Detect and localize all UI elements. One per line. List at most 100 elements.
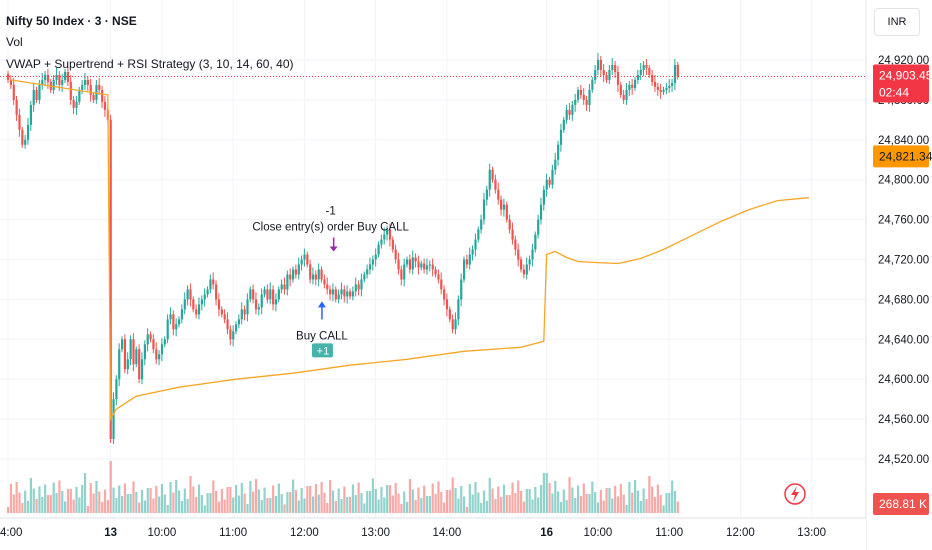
volume-bar: [9, 484, 13, 513]
candle-body: [292, 269, 295, 280]
volume-bar: [460, 486, 463, 513]
volume-bar: [109, 461, 112, 513]
volume-bar: [551, 493, 554, 513]
volume-bar: [548, 483, 551, 513]
candle-body: [35, 89, 38, 100]
volume-bar: [406, 502, 409, 513]
candle-body: [411, 257, 414, 270]
candle-body: [517, 249, 520, 260]
volume-bar: [44, 484, 47, 513]
volume-bar: [240, 483, 243, 513]
candle-body: [565, 109, 568, 120]
volume-bar: [140, 490, 144, 513]
volume-bar: [611, 498, 614, 513]
currency-button[interactable]: INR: [874, 8, 920, 36]
volume-bar: [482, 490, 486, 513]
buy-count-label: +1: [317, 345, 330, 357]
volume-bar: [497, 486, 500, 513]
candle-body: [192, 299, 195, 310]
last-price-label: 24,903.45: [879, 69, 932, 83]
volume-bar: [158, 496, 161, 513]
volume-bar: [15, 482, 18, 513]
volume-bar: [542, 473, 545, 513]
volume-bar: [186, 499, 189, 513]
vwap-series: [10, 79, 809, 422]
x-tick-label: 10:00: [148, 527, 177, 539]
volume-bar: [303, 498, 306, 513]
candle-body: [388, 229, 392, 240]
volume-badge: [873, 493, 929, 515]
volume-bar: [659, 495, 662, 513]
candle-body: [52, 79, 55, 90]
y-tick-label: 24,760.00: [878, 215, 929, 227]
x-tick-label: 13: [104, 527, 117, 539]
volume-bar: [314, 484, 317, 513]
candle-body: [588, 89, 591, 105]
volume-bar: [508, 495, 511, 513]
volume-bar: [448, 490, 451, 513]
volume-bar: [252, 491, 255, 513]
volume-bar: [557, 491, 560, 513]
y-tick-label: 24,680.00: [878, 294, 929, 306]
x-axis-ticks[interactable]: 14:00 13 10:00 11:00 12:00 13:00 14:00 16 10:00 1…: [0, 527, 826, 539]
y-tick-label: 24,920.00: [878, 55, 929, 67]
x-tick-label: 14:00: [433, 527, 462, 539]
volume-bar: [146, 488, 149, 513]
volume-bar: [619, 484, 622, 513]
candle-body: [520, 259, 523, 270]
candle-body: [280, 284, 283, 290]
volume-bar: [494, 499, 497, 513]
candle-body: [614, 64, 617, 72]
volume-bar: [286, 492, 289, 513]
legend-volume[interactable]: Vol: [6, 35, 23, 50]
volume-bar: [86, 506, 89, 513]
volume-bar: [129, 494, 132, 513]
volume-bar: [195, 497, 198, 513]
candle-body: [485, 189, 488, 200]
volume-bar: [64, 501, 67, 513]
candle-body: [92, 94, 95, 100]
candle-body: [505, 204, 508, 220]
candle-body: [522, 269, 526, 275]
legend-strategy[interactable]: VWAP + Supertrend + RSI Strategy (3, 10,…: [6, 57, 294, 72]
volume-bar: [209, 493, 212, 513]
volume-bar: [75, 487, 78, 513]
candle-body: [320, 269, 323, 280]
candle-body: [340, 289, 343, 295]
candle-body: [539, 204, 543, 220]
candle-body: [460, 279, 463, 300]
y-tick-label: 24,520.00: [878, 454, 929, 466]
candle-body: [368, 264, 372, 270]
volume-bar: [545, 473, 548, 513]
candle-body: [297, 264, 300, 275]
volume-bar: [98, 491, 101, 513]
candle-body: [112, 399, 115, 440]
candle-body: [554, 159, 557, 170]
candle-body: [508, 219, 511, 230]
volume-bar: [180, 501, 184, 513]
candle-body: [408, 259, 412, 270]
candle-body: [488, 169, 491, 190]
volume-bar: [163, 494, 166, 513]
volume-bar: [7, 507, 10, 513]
candle-body: [86, 79, 89, 85]
volume-bar: [579, 496, 583, 513]
candle-body: [337, 294, 340, 300]
candle-body: [662, 89, 665, 92]
candle-body: [665, 87, 668, 90]
volume-bar: [103, 489, 107, 513]
candle-body: [437, 274, 440, 280]
candle-body: [619, 84, 622, 95]
candle-body: [465, 259, 469, 265]
volume-bar: [66, 489, 70, 513]
candle-body: [562, 119, 565, 130]
candle-body: [232, 331, 235, 340]
candle-body: [514, 239, 517, 250]
candle-body: [217, 299, 221, 310]
candle-body: [542, 189, 545, 205]
lightning-icon[interactable]: [784, 483, 806, 505]
candle-body: [243, 309, 246, 315]
legend-symbol[interactable]: Nifty 50 Index · 3 · NSE: [6, 14, 137, 29]
candle-body: [189, 289, 192, 300]
